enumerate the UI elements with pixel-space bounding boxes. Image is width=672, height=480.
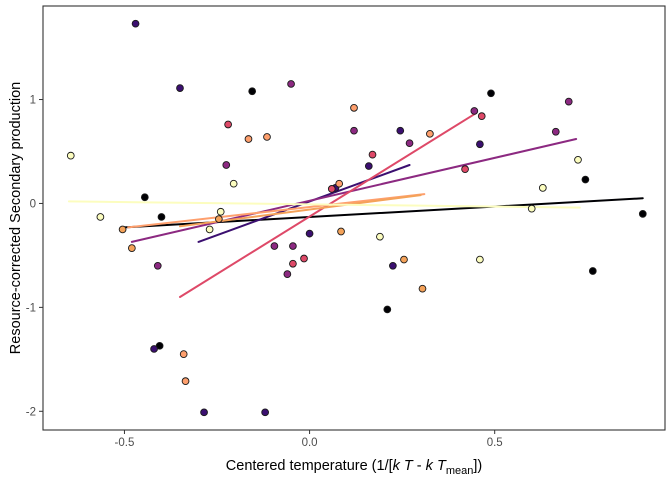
x-tick-label: -0.5: [115, 437, 135, 449]
data-point: [216, 207, 225, 216]
data-point: [396, 126, 405, 135]
x-tick-label: 0.0: [302, 437, 318, 449]
data-point: [176, 84, 184, 92]
y-axis-title: Resource-corrected Secondary production: [8, 82, 24, 354]
data-point: [224, 120, 232, 129]
data-point: [66, 151, 75, 160]
data-point: [327, 185, 336, 193]
data-point: [418, 284, 427, 293]
data-points: [66, 19, 647, 417]
data-point: [426, 129, 434, 138]
data-point: [244, 135, 253, 143]
data-point: [289, 259, 297, 268]
data-point: [215, 215, 223, 223]
data-point: [368, 150, 377, 159]
y-tick-label: 1: [30, 95, 36, 107]
data-point: [476, 255, 484, 264]
x-axis: -0.5 0.0 0.5: [115, 430, 503, 449]
data-point: [229, 179, 238, 188]
data-point: [200, 408, 208, 417]
y-axis: -2 -1 0 1: [26, 95, 43, 418]
data-point: [638, 209, 647, 218]
data-point: [350, 126, 358, 135]
data-point: [305, 229, 314, 238]
y-tick-label: 0: [30, 198, 36, 210]
x-tick-label: 0.5: [487, 437, 503, 449]
data-point: [289, 242, 297, 250]
data-point: [181, 377, 190, 386]
data-point: [588, 267, 597, 275]
data-point: [400, 255, 408, 264]
data-point: [270, 242, 279, 250]
data-point: [389, 261, 397, 270]
data-point: [261, 408, 269, 417]
data-point: [283, 270, 292, 278]
data-point: [179, 350, 188, 358]
data-point: [405, 139, 414, 148]
data-point: [476, 140, 484, 149]
data-point: [574, 155, 582, 164]
x-axis-title: Centered temperature (1/[k T - k Tmean]): [226, 458, 482, 477]
data-point: [248, 87, 257, 96]
data-point: [487, 89, 495, 98]
data-point: [205, 225, 214, 234]
data-point: [383, 305, 392, 314]
data-point: [477, 112, 486, 121]
data-point: [538, 184, 547, 192]
data-point: [131, 19, 140, 28]
trend-line: [127, 193, 426, 229]
y-tick-label: -2: [26, 406, 36, 418]
data-point: [376, 232, 384, 241]
data-point: [140, 193, 149, 202]
data-point: [350, 103, 358, 112]
data-point: [263, 133, 271, 141]
y-tick-label: -1: [26, 302, 36, 314]
data-point: [153, 261, 162, 270]
data-point: [128, 244, 136, 252]
data-point: [287, 80, 295, 88]
data-point: [335, 179, 344, 188]
data-point: [527, 204, 536, 213]
data-point: [222, 161, 231, 169]
plot-panel: [42, 5, 666, 431]
data-point: [96, 213, 105, 221]
data-point: [564, 97, 573, 106]
trend-line: [67, 200, 581, 209]
data-point: [581, 175, 590, 184]
data-point: [551, 127, 560, 136]
data-point: [118, 225, 127, 234]
data-point: [470, 107, 479, 115]
data-point: [300, 254, 308, 263]
data-point: [461, 165, 469, 174]
data-point: [337, 227, 345, 236]
trend-line: [130, 138, 578, 243]
data-point: [364, 162, 373, 170]
data-point: [157, 213, 166, 221]
data-point: [150, 345, 158, 353]
